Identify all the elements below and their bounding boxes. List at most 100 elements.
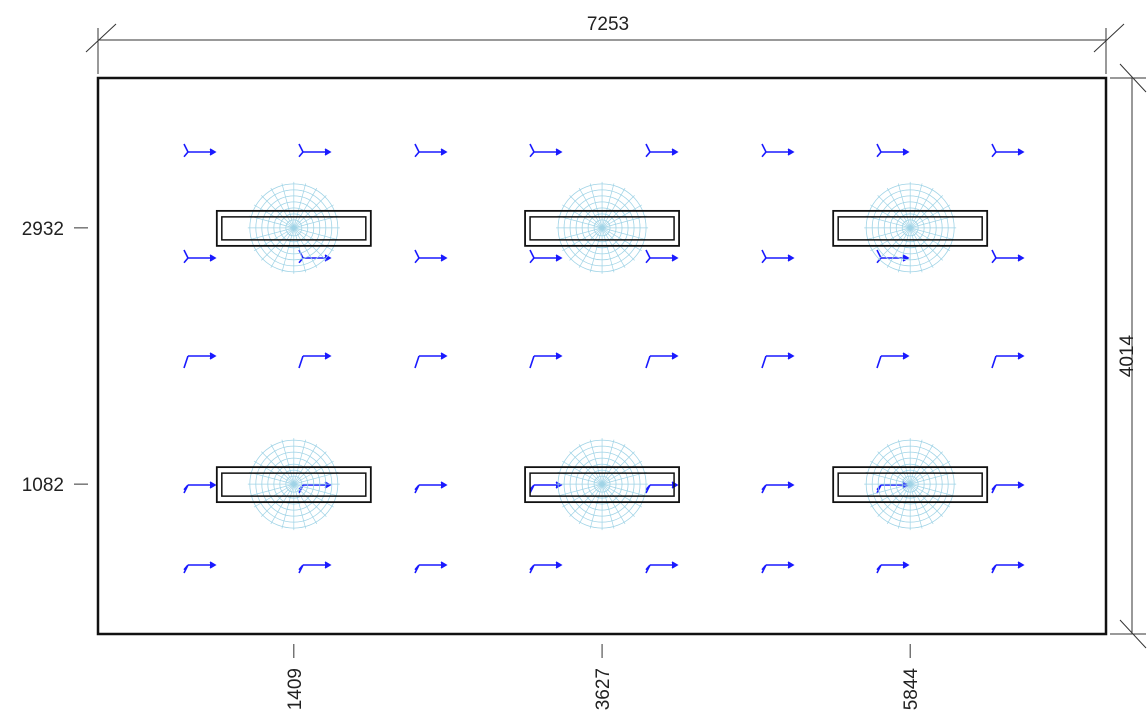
symbol-stroke [414,249,445,264]
symbol-arrow [671,254,679,262]
direction-symbol [761,481,795,494]
light-ray [909,183,923,228]
symbol-stroke [761,484,792,494]
symbol-stroke [183,355,214,369]
fixture-outer [215,466,372,504]
symbol-arrow [1017,254,1025,262]
light-ray [886,227,911,268]
light-ray [249,471,294,485]
symbol-stroke [761,249,792,264]
light-ray [569,483,603,517]
symbol-arrow [787,352,795,360]
symbol-stroke [645,249,676,264]
light-ray [601,227,647,241]
symbol-stroke [761,564,792,574]
x-position-label: 1409 [285,668,306,710]
light-ray [909,227,943,261]
symbol-arrow [209,148,217,156]
y-position-label: 1082 [22,475,64,496]
light-ray [601,444,626,485]
direction-symbol [991,249,1025,264]
light-ray [601,471,647,485]
symbol-arrow [555,561,563,569]
symbol-stroke [529,355,560,369]
light-ray [281,439,295,485]
fixture-outer [832,209,989,247]
light-ray [569,227,603,261]
x-position-label: 5844 [901,668,922,711]
light-ray [293,227,327,261]
symbol-stroke [876,249,907,264]
light-ray [249,215,294,229]
luminaires [215,181,989,531]
direction-symbol [298,143,332,158]
symbol-stroke [991,564,1022,574]
symbol-arrow [209,254,217,262]
direction-symbol [876,352,910,369]
dimension-lines [85,23,1147,649]
direction-symbol [645,143,679,158]
light-ray [293,227,318,268]
direction-symbol [414,352,448,369]
direction-symbol [991,143,1025,158]
light-ray [910,215,955,229]
direction-symbol [183,481,217,494]
symbol-stroke [298,355,329,369]
light-ray [601,439,615,485]
symbol-arrow [324,561,332,569]
light-ray [601,227,635,261]
symbol-stroke [645,564,676,574]
light-ray [293,227,339,241]
light-ray [270,227,295,268]
light-ray [578,187,603,229]
direction-symbol [414,561,448,574]
symbol-stroke [645,355,676,369]
symbol-arrow [555,352,563,360]
luminaire [215,438,372,531]
symbol-arrow [324,352,332,360]
light-ray [270,187,295,229]
direction-symbol [761,561,795,574]
light-ray [589,227,603,273]
light-ray [909,483,943,517]
light-ray [578,483,603,525]
dimension-tick [85,23,117,53]
light-ray [909,444,934,485]
light-ray [909,484,923,529]
direction-symbol [529,352,563,369]
symbol-stroke [991,249,1022,264]
fixture-outer [524,209,680,247]
fixture-outer [215,209,372,247]
light-ray [910,471,955,485]
light-ray [270,444,295,485]
fixture-outer [524,466,680,504]
symbol-arrow [555,481,563,489]
dimension-tick [1093,23,1125,53]
direction-symbol [645,561,679,574]
symbol-arrow [787,481,795,489]
direction-symbol [761,143,795,158]
light-ray [281,227,295,273]
light-ray [281,484,295,529]
symbol-arrow [787,254,795,262]
fixture-outer [832,466,989,504]
light-ray [293,471,339,485]
direction-symbol [991,481,1025,494]
light-ray [886,483,911,525]
light-ray [293,227,307,273]
light-ray [293,483,318,525]
symbol-arrow [1017,481,1025,489]
symbol-stroke [183,484,214,494]
light-ray [601,187,626,229]
symbol-arrow [1017,352,1025,360]
light-ray [578,444,603,485]
direction-symbol [183,143,217,158]
light-ray [865,471,911,485]
light-ray [589,484,603,529]
light-ray [293,439,307,485]
direction-symbol [876,249,910,264]
position-labels: 2932 1082 1409 3627 5844 [22,219,922,710]
symbol-stroke [298,143,329,158]
symbol-arrow [671,352,679,360]
fixture-inner [837,472,983,497]
